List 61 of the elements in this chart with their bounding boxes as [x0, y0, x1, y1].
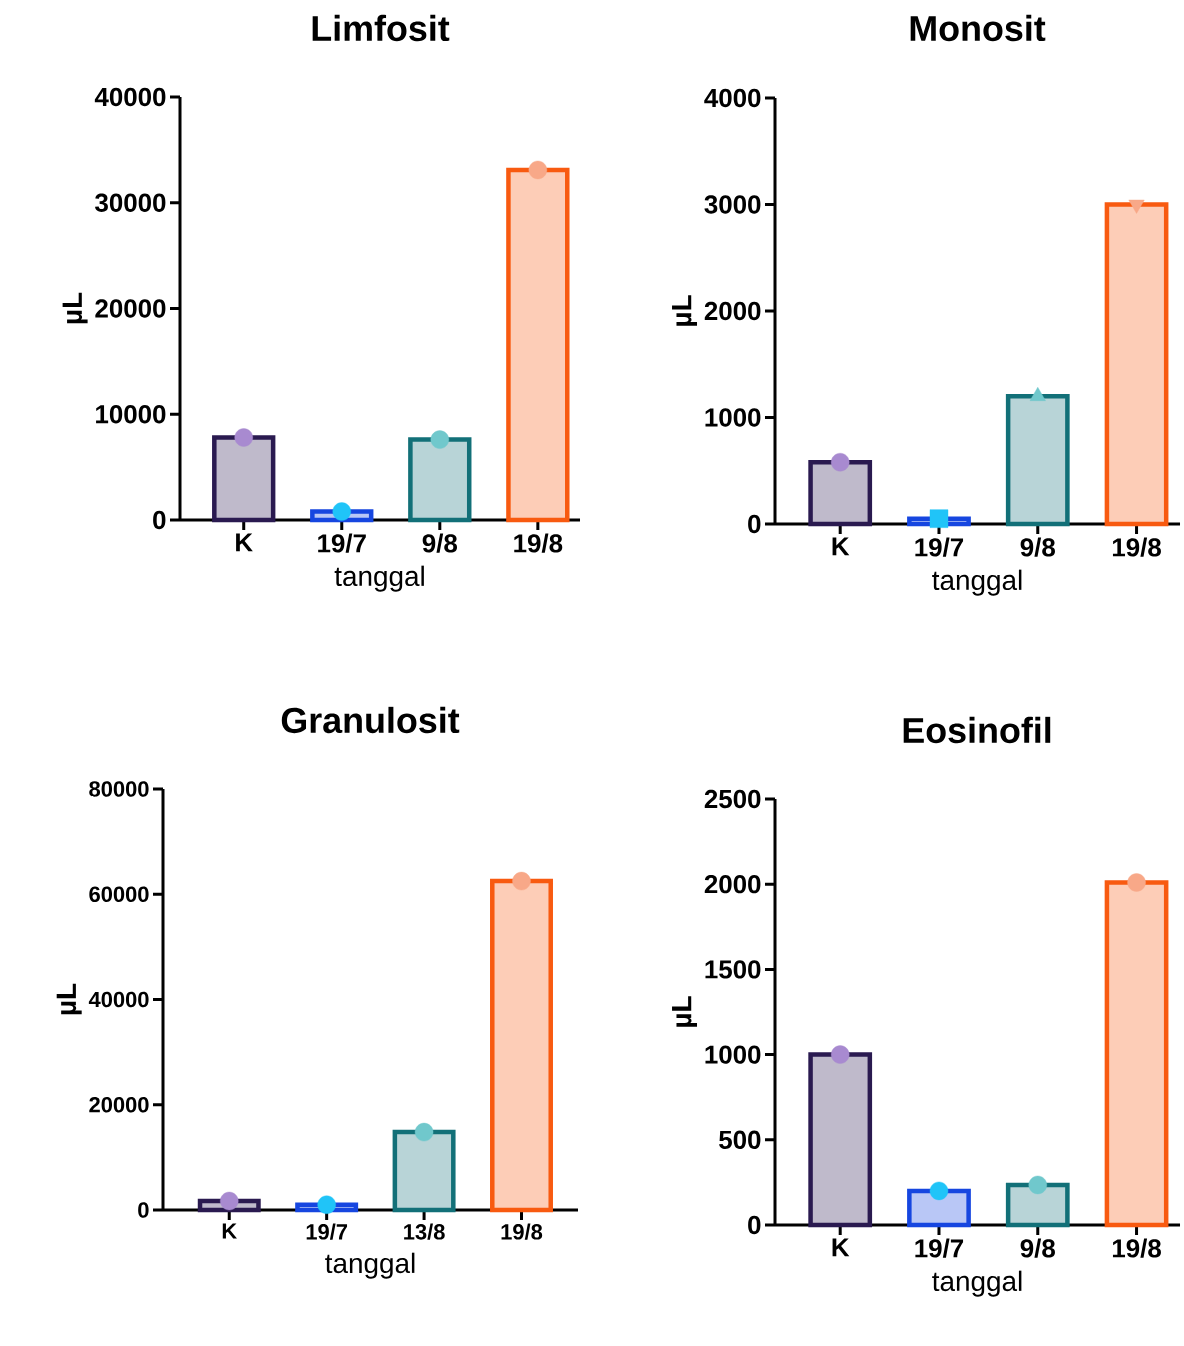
x-tick-label: 19/7: [915, 537, 964, 557]
y-tick-label: 60000: [89, 886, 149, 903]
y-tick-label: 20000: [89, 1096, 149, 1113]
x-axis-title: tanggal: [932, 569, 1022, 596]
y-tick-label: 2000: [704, 875, 761, 894]
y-tick-label: 2000: [704, 301, 761, 321]
y-tick-label: 0: [748, 1215, 761, 1235]
point: [332, 502, 351, 521]
y-tick-label: 40000: [88, 991, 149, 1008]
chart-title: Monosit: [910, 14, 1046, 42]
y-axis-title: µL: [672, 295, 698, 326]
y-tick-label: 0: [138, 1202, 149, 1218]
point: [430, 430, 450, 449]
point: [1127, 873, 1146, 892]
point: [831, 1045, 850, 1064]
point: [1028, 1175, 1047, 1195]
y-tick-label: 10000: [96, 405, 166, 424]
x-tick-label: 19/8: [1112, 537, 1161, 557]
x-tick-label: 9/8: [422, 533, 458, 553]
y-tick-label: 3000: [704, 195, 761, 214]
x-axis-title: tanggal: [325, 1252, 415, 1279]
x-tick-label: 19/8: [501, 1223, 543, 1240]
point: [220, 1191, 239, 1211]
y-tick-label: 1000: [705, 408, 761, 427]
point: [528, 160, 548, 180]
y-tick-label: 1000: [705, 1045, 761, 1064]
point: [512, 871, 531, 891]
chart-title: Limfosit: [312, 14, 450, 42]
y-axis-title: µL: [56, 983, 82, 1015]
y-tick-label: 40000: [94, 87, 166, 107]
x-axis-title: tanggal: [932, 1270, 1022, 1297]
x-tick-label: K: [222, 1223, 237, 1239]
y-tick-label: 4000: [704, 88, 761, 108]
y-tick-label: 0: [153, 510, 166, 530]
x-tick-label: K: [832, 537, 850, 556]
y-axis-title: µL: [672, 996, 698, 1027]
x-tick-label: 19/7: [318, 533, 366, 553]
y-tick-label: 80000: [89, 781, 149, 797]
y-tick-label: 20000: [95, 299, 166, 318]
y-tick-label: 2500: [704, 789, 761, 809]
point: [317, 1195, 336, 1214]
chart-title: Eosinofil: [903, 716, 1051, 744]
x-tick-label: 9/8: [1020, 1238, 1055, 1258]
x-tick-label: K: [236, 533, 253, 552]
y-tick-label: 30000: [95, 193, 166, 212]
x-axis-title: tanggal: [334, 565, 424, 592]
point: [234, 428, 253, 447]
x-tick-label: 19/8: [1112, 1238, 1161, 1258]
y-tick-label: 500: [719, 1130, 761, 1149]
x-tick-label: 9/8: [1020, 537, 1055, 557]
x-tick-label: 13/8: [404, 1223, 445, 1240]
point: [414, 1122, 434, 1142]
x-tick-label: 19/7: [915, 1238, 964, 1258]
point: [929, 1181, 949, 1201]
y-tick-label: 0: [748, 514, 761, 534]
y-tick-label: 1500: [705, 960, 761, 979]
x-tick-label: K: [832, 1238, 850, 1257]
y-axis-title: µL: [62, 292, 88, 324]
chart-title: Granulosit: [281, 706, 460, 734]
x-tick-label: 19/8: [514, 533, 563, 553]
x-tick-label: 19/7: [306, 1223, 348, 1240]
